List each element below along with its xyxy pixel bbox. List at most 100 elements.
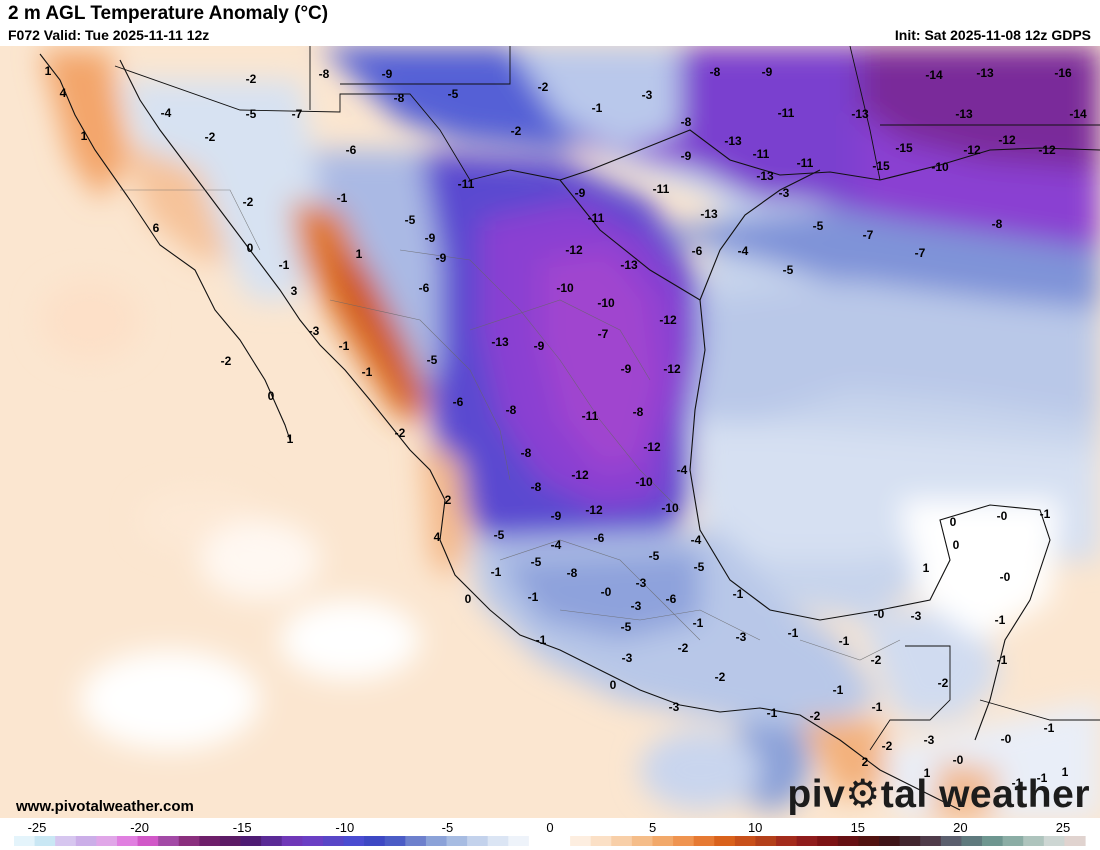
anomaly-value-label: -12 [585, 503, 603, 517]
anomaly-value-label: -12 [1038, 143, 1056, 157]
anomaly-value-label: -12 [659, 313, 677, 327]
anomaly-value-label: -5 [427, 353, 438, 367]
color-scale-swatch [611, 836, 633, 846]
anomaly-value-label: -1 [767, 706, 778, 720]
anomaly-value-label: -13 [756, 169, 774, 183]
anomaly-value-label: -7 [598, 327, 609, 341]
anomaly-value-label: -11 [753, 147, 770, 161]
color-scale-swatch [755, 836, 777, 846]
color-scale-swatch [817, 836, 839, 846]
anomaly-map-canvas[interactable]: 14-2 -8 -9-8 -5 -2-1-3-8 -9 -14 -13 -16-4 -5 -71 -2… [0, 46, 1100, 818]
anomaly-value-label: -1 [693, 616, 704, 630]
anomaly-value-label: -12 [643, 440, 661, 454]
anomaly-value-label: -8 [992, 217, 1003, 231]
color-scale-tick-label: 5 [649, 820, 656, 835]
anomaly-value-label: -1 [1037, 771, 1048, 785]
anomaly-value-label: -0 [997, 509, 1008, 523]
anomaly-value-label: -4 [738, 244, 749, 258]
anomaly-value-label: 1 [81, 129, 88, 143]
color-scale-swatch [920, 836, 942, 846]
anomaly-value-label: -13 [700, 207, 718, 221]
anomaly-value-label: -0 [953, 753, 964, 767]
color-scale-swatches [14, 836, 1086, 846]
anomaly-value-label: -5 [621, 620, 632, 634]
color-scale-swatch [714, 836, 736, 846]
anomaly-value-label: -1 [536, 633, 547, 647]
anomaly-value-label: -9 [762, 65, 773, 79]
anomaly-value-label: -13 [724, 134, 742, 148]
anomaly-value-label: -1 [528, 590, 539, 604]
anomaly-value-label: -2 [205, 130, 216, 144]
brand-right: tal weather [880, 773, 1090, 816]
anomaly-value-label: -7 [915, 246, 926, 260]
anomaly-value-label: -5 [405, 213, 416, 227]
coastlines [39, 53, 1100, 811]
color-scale-tick-label: 15 [851, 820, 865, 835]
anomaly-value-label: 0 [953, 538, 960, 552]
anomaly-value-label: -2 [678, 641, 689, 655]
anomaly-value-label: -8 [633, 405, 644, 419]
borders [114, 46, 1100, 751]
anomaly-value-label: 2 [862, 755, 869, 769]
anomaly-value-label: -9 [621, 362, 632, 376]
anomaly-value-label: -3 [924, 733, 935, 747]
color-scale-ticks: -25 -20 -15 -10 -5 0 5 10 15 20 25 [28, 820, 1071, 835]
anomaly-value-label: -1 [1012, 776, 1023, 790]
color-scale-swatch [673, 836, 695, 846]
anomaly-value-label: 1 [923, 561, 930, 575]
gear-icon: ⚙ [845, 773, 881, 816]
anomaly-map[interactable]: 1 4 -2 -8 -9 -8 -5 -2 -1 -3 -8 -9 -14 -13 -16 -4 -5 -7 1 -2… [0, 46, 1100, 818]
anomaly-value-label: -12 [663, 362, 681, 376]
anomaly-value-label: -5 [531, 555, 542, 569]
anomaly-value-label: -1 [997, 653, 1008, 667]
anomaly-value-label: -12 [571, 468, 589, 482]
color-scale-swatch [961, 836, 983, 846]
color-scale-swatch [796, 836, 818, 846]
anomaly-value-label: -0 [1001, 732, 1012, 746]
anomaly-value-label: -10 [635, 475, 653, 489]
color-scale-swatch [570, 836, 592, 846]
anomaly-value-label: 2 [445, 493, 452, 507]
anomaly-value-label: -5 [246, 107, 257, 121]
anomaly-value-label: -1 [279, 258, 290, 272]
anomaly-value-label: -4 [551, 538, 562, 552]
color-scale-tick-label: -25 [28, 820, 47, 835]
map-title: 2 m AGL Temperature Anomaly (°C) [8, 3, 329, 24]
website-url: www.pivotalweather.com [16, 798, 194, 815]
color-scale-swatch [322, 836, 345, 846]
anomaly-value-label: -10 [597, 296, 615, 310]
anomaly-value-label: -4 [677, 463, 688, 477]
color-scale-swatch [899, 836, 921, 846]
anomaly-value-label: -1 [788, 626, 799, 640]
anomaly-value-label: -10 [556, 281, 574, 295]
anomaly-value-label: -8 [319, 67, 330, 81]
valid-time: F072 Valid: Tue 2025-11-11 12z [8, 27, 210, 43]
anomaly-value-labels: 14-2 -8 -9-8 -5 -2-1-3-8 -9 -14 -13 -16-4 -5 -71 -2… [45, 64, 1087, 790]
anomaly-value-label: -5 [813, 219, 824, 233]
anomaly-value-label: -8 [394, 91, 405, 105]
color-scale-tick-label: 0 [546, 820, 553, 835]
color-scale-swatch [261, 836, 283, 846]
anomaly-value-label: -11 [582, 409, 599, 423]
anomaly-value-label: -5 [694, 560, 705, 574]
color-scale-swatch [858, 836, 880, 846]
anomaly-value-label: -1 [592, 101, 603, 115]
color-scale-tick-label: 25 [1056, 820, 1070, 835]
anomaly-value-label: -11 [588, 211, 605, 225]
anomaly-value-label: 0 [247, 241, 254, 255]
anomaly-value-label: -4 [161, 106, 172, 120]
anomaly-value-label: -8 [521, 446, 532, 460]
color-scale-swatch [96, 836, 118, 846]
color-scale-swatch [631, 836, 654, 846]
color-scale-swatch [467, 836, 489, 846]
color-scale-swatch [1064, 836, 1086, 846]
anomaly-value-label: -0 [601, 585, 612, 599]
color-scale-swatch [590, 836, 612, 846]
color-scale-swatch [343, 836, 365, 846]
color-scale-swatch [75, 836, 97, 846]
anomaly-value-label: -1 [833, 683, 844, 697]
anomaly-value-label: 4 [60, 86, 67, 100]
anomaly-value-label: -15 [872, 159, 890, 173]
anomaly-value-label: -7 [292, 107, 303, 121]
anomaly-value-label: -9 [534, 339, 545, 353]
